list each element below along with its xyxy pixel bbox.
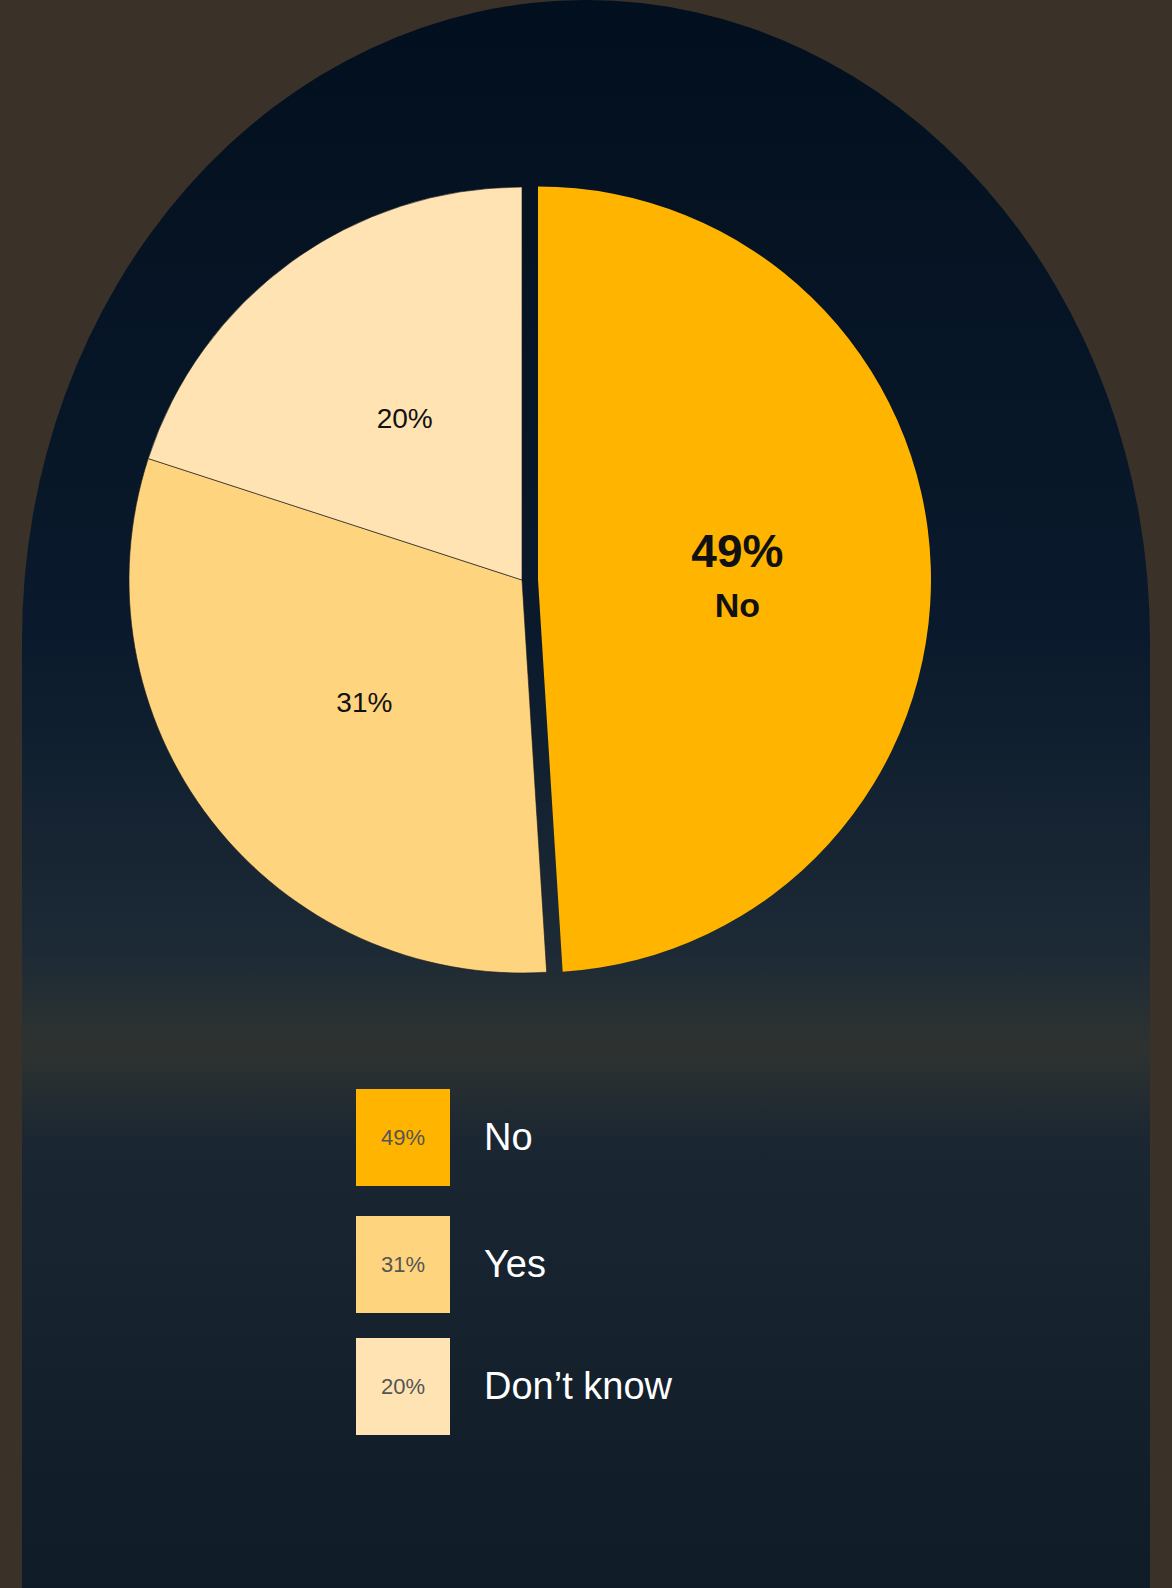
- html-text:20%: 20%: [381, 1373, 425, 1399]
- svg-text:20%: 20%: [377, 403, 433, 434]
- svg-text:31%: 31%: [336, 687, 392, 718]
- html-text:Yes: Yes: [484, 1243, 546, 1285]
- html-text:No: No: [484, 1116, 533, 1158]
- html-text:49%: 49%: [381, 1124, 425, 1150]
- html-text:31%: 31%: [381, 1251, 425, 1277]
- svg-text:No: No: [715, 586, 760, 624]
- html-text:Don’t know: Don’t know: [484, 1365, 672, 1407]
- svg-text:49%: 49%: [691, 525, 783, 577]
